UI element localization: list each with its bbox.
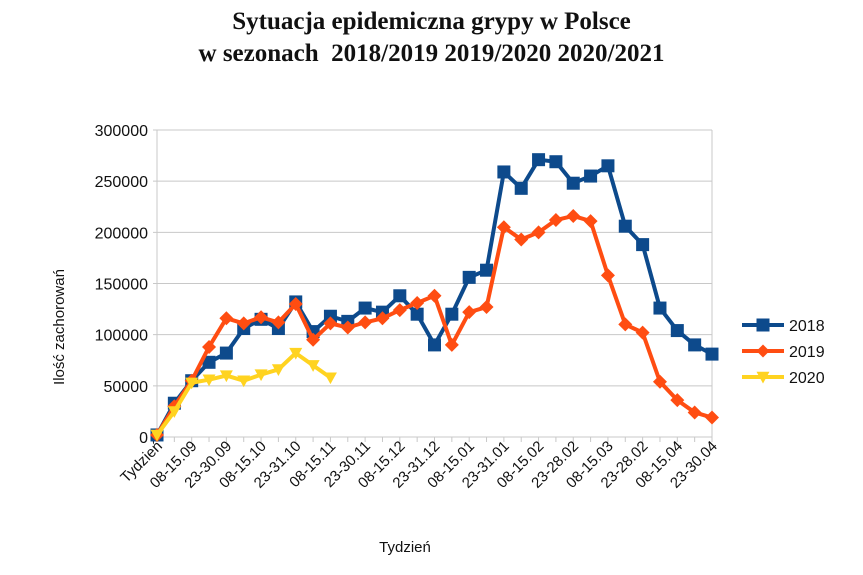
marker-square bbox=[462, 270, 476, 284]
marker-triangle bbox=[756, 371, 770, 384]
marker-square bbox=[358, 301, 372, 315]
marker-triangle bbox=[185, 377, 199, 390]
marker-diamond bbox=[756, 344, 770, 358]
marker-diamond bbox=[375, 311, 390, 326]
marker-diamond bbox=[236, 316, 251, 331]
legend-label-2020: 2020 bbox=[789, 370, 825, 387]
marker-triangle bbox=[271, 364, 285, 376]
y-tick-label: 300000 bbox=[95, 123, 148, 140]
marker-diamond bbox=[462, 305, 477, 320]
marker-triangle bbox=[167, 406, 181, 418]
y-tick-label: 250000 bbox=[95, 174, 148, 191]
marker-diamond bbox=[288, 296, 303, 311]
marker-diamond bbox=[531, 225, 546, 240]
marker-triangle bbox=[237, 375, 251, 388]
y-tick-label: 200000 bbox=[95, 225, 148, 242]
marker-diamond bbox=[687, 405, 702, 420]
marker-triangle bbox=[150, 429, 164, 442]
chart-subtitle: w sezonach 2018/2019 2019/2020 2020/2021 bbox=[198, 40, 665, 67]
marker-diamond bbox=[618, 317, 633, 332]
marker-diamond bbox=[600, 268, 615, 283]
marker-square bbox=[428, 338, 441, 352]
marker-square bbox=[480, 263, 494, 277]
marker-square bbox=[688, 338, 702, 352]
marker-square bbox=[410, 307, 424, 321]
legend-label-2019: 2019 bbox=[789, 344, 825, 361]
marker-square bbox=[653, 301, 667, 315]
marker-triangle bbox=[254, 369, 268, 382]
marker-diamond bbox=[392, 303, 407, 318]
marker-square bbox=[756, 318, 770, 332]
marker-triangle bbox=[323, 372, 337, 385]
marker-square bbox=[393, 289, 407, 303]
marker-diamond bbox=[670, 393, 685, 408]
marker-square bbox=[636, 238, 650, 252]
marker-diamond bbox=[323, 316, 338, 331]
marker-triangle bbox=[219, 370, 233, 383]
y-tick-label: 0 bbox=[139, 430, 148, 447]
marker-diamond bbox=[583, 214, 598, 229]
marker-diamond bbox=[635, 325, 650, 340]
x-axis-label: Tydzień bbox=[379, 539, 431, 556]
marker-square bbox=[566, 176, 580, 190]
marker-square bbox=[705, 347, 719, 361]
marker-square bbox=[497, 165, 511, 179]
legend-label-2018: 2018 bbox=[789, 318, 825, 335]
marker-diamond bbox=[427, 288, 442, 303]
marker-square bbox=[323, 309, 337, 323]
marker-square bbox=[219, 346, 233, 360]
marker-square bbox=[549, 155, 563, 169]
marker-diamond bbox=[340, 320, 355, 335]
marker-square bbox=[532, 153, 546, 167]
marker-square bbox=[601, 159, 615, 173]
marker-square bbox=[670, 324, 684, 338]
marker-diamond bbox=[514, 232, 529, 247]
y-axis-label: Ilość zachorowań bbox=[51, 269, 68, 385]
marker-diamond bbox=[652, 374, 667, 389]
marker-square bbox=[445, 307, 459, 321]
y-tick-label: 100000 bbox=[95, 328, 148, 345]
y-tick-label: 150000 bbox=[95, 277, 148, 294]
marker-diamond bbox=[496, 220, 511, 235]
marker-square bbox=[514, 181, 528, 195]
marker-diamond bbox=[479, 300, 494, 315]
marker-square bbox=[584, 169, 598, 183]
marker-diamond bbox=[254, 310, 269, 325]
series-line-2020 bbox=[155, 351, 332, 437]
marker-square bbox=[618, 219, 632, 233]
chart-title: Sytuacja epidemiczna grypy w Polsce bbox=[232, 8, 631, 35]
marker-triangle bbox=[202, 374, 216, 387]
marker-diamond bbox=[271, 315, 286, 330]
marker-diamond bbox=[202, 339, 217, 354]
marker-diamond bbox=[548, 213, 563, 228]
marker-square bbox=[202, 355, 216, 369]
marker-triangle bbox=[289, 347, 303, 360]
marker-triangle bbox=[306, 360, 320, 372]
marker-diamond bbox=[358, 315, 373, 330]
marker-diamond bbox=[705, 410, 719, 425]
y-tick-label: 50000 bbox=[104, 379, 149, 396]
marker-diamond bbox=[410, 295, 425, 310]
marker-diamond bbox=[566, 208, 581, 223]
marker-diamond bbox=[219, 311, 234, 326]
marker-diamond bbox=[444, 337, 459, 352]
marker-diamond bbox=[306, 332, 321, 347]
